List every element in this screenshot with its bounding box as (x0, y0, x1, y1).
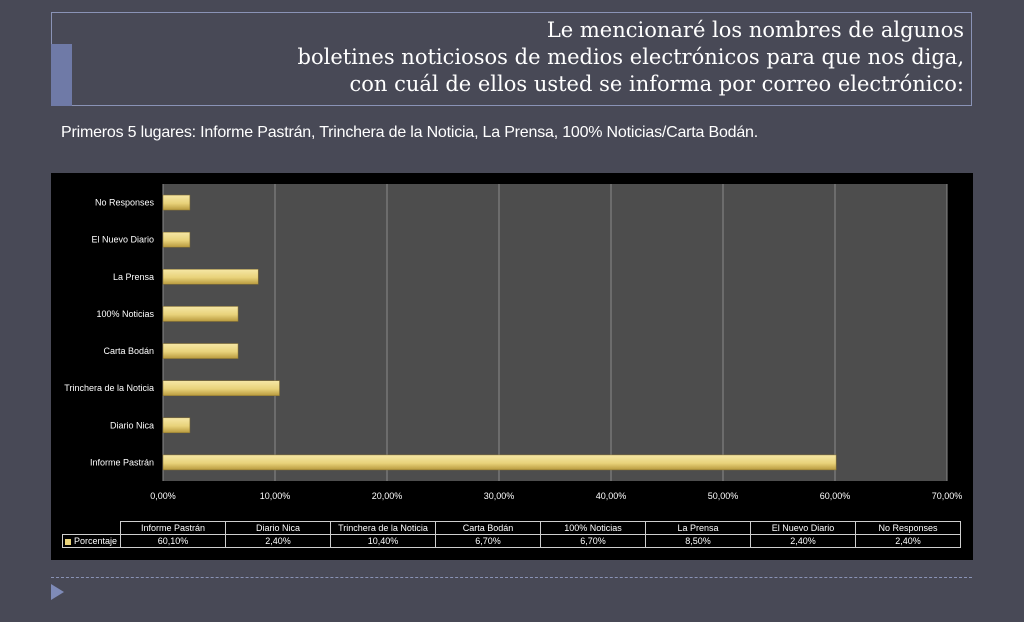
series-swatch (65, 538, 71, 545)
title-accent-bar (51, 44, 72, 106)
data-table-header-row: Informe Pastrán Diario Nica Trinchera de l… (63, 521, 961, 535)
data-table-value: 8,50% (645, 534, 751, 548)
slide-title: Le mencionaré los nombres de algunos bol… (298, 17, 964, 98)
x-tick-label: 70,00% (932, 491, 963, 501)
category-label: El Nuevo Diario (91, 235, 154, 245)
slide-subtitle: Primeros 5 lugares: Informe Pastrán, Tri… (61, 124, 758, 141)
x-tick-label: 10,00% (260, 491, 291, 501)
footer-divider (51, 577, 972, 578)
data-table-category: No Responses (855, 521, 961, 535)
category-label: La Prensa (113, 272, 154, 282)
bar-chart: Informe Pastrán Diario Nica Trinchera de l… (64, 184, 962, 501)
bar (162, 380, 280, 396)
x-tick-labels: 0,00% 10,00% 20,00% 30,00% 40,00% 50,00% 60,00… (150, 491, 962, 501)
x-tick-label: 20,00% (372, 491, 403, 501)
plot-area (163, 184, 947, 481)
bar (162, 194, 191, 211)
category-label: Diario Nica (110, 420, 154, 430)
title-line-2: boletines noticiosos de medios electróni… (297, 45, 964, 69)
chart-panel: Informe Pastrán Diario Nica Trinchera de l… (51, 173, 973, 560)
title-line-3: con cuál de ellos usted se informa por c… (349, 72, 964, 96)
data-table-category: La Prensa (645, 521, 751, 535)
title-line-1: Le mencionaré los nombres de algunos (546, 18, 964, 42)
bar (162, 306, 239, 322)
data-table-value: 6,70% (435, 534, 541, 548)
bars (162, 194, 837, 471)
x-tick-label: 30,00% (484, 491, 515, 501)
category-label: Informe Pastrán (90, 457, 154, 467)
data-table-value: 2,40% (750, 534, 856, 548)
category-labels: Informe Pastrán Diario Nica Trinchera de l… (64, 198, 154, 468)
data-table-category: 100% Noticias (540, 521, 646, 535)
bar (162, 343, 239, 359)
x-tick-label: 0,00% (150, 491, 176, 501)
category-label: No Responses (95, 198, 155, 208)
data-table-value: 6,70% (540, 534, 646, 548)
next-slide-arrow-icon[interactable] (51, 584, 64, 600)
data-table-category: Informe Pastrán (120, 521, 226, 535)
series-name: Porcentaje (74, 536, 118, 546)
data-table-value-row: Porcentaje 60,10% 2,40% 10,40% 6,70% 6,70% 8,… (62, 534, 961, 548)
data-table-category: Trinchera de la Noticia (330, 521, 436, 535)
data-table-series-label: Porcentaje (62, 534, 121, 548)
x-tick-label: 40,00% (596, 491, 627, 501)
x-tick-label: 50,00% (708, 491, 739, 501)
bar (162, 231, 191, 248)
data-table-value: 60,10% (120, 534, 226, 548)
bar (162, 454, 837, 471)
bar (162, 269, 259, 285)
category-label: Trinchera de la Noticia (64, 383, 154, 393)
data-table-corner (63, 522, 121, 535)
category-label: 100% Noticias (96, 309, 154, 319)
data-table-category: Diario Nica (225, 521, 331, 535)
data-table-value: 10,40% (330, 534, 436, 548)
x-tick-label: 60,00% (820, 491, 851, 501)
data-table-category: Carta Bodán (435, 521, 541, 535)
category-label: Carta Bodán (103, 346, 154, 356)
data-table: Informe Pastrán Diario Nica Trinchera de l… (62, 521, 961, 548)
data-table-category: El Nuevo Diario (750, 521, 856, 535)
data-table-value: 2,40% (855, 534, 961, 548)
bar (162, 417, 191, 434)
data-table-value: 2,40% (225, 534, 331, 548)
